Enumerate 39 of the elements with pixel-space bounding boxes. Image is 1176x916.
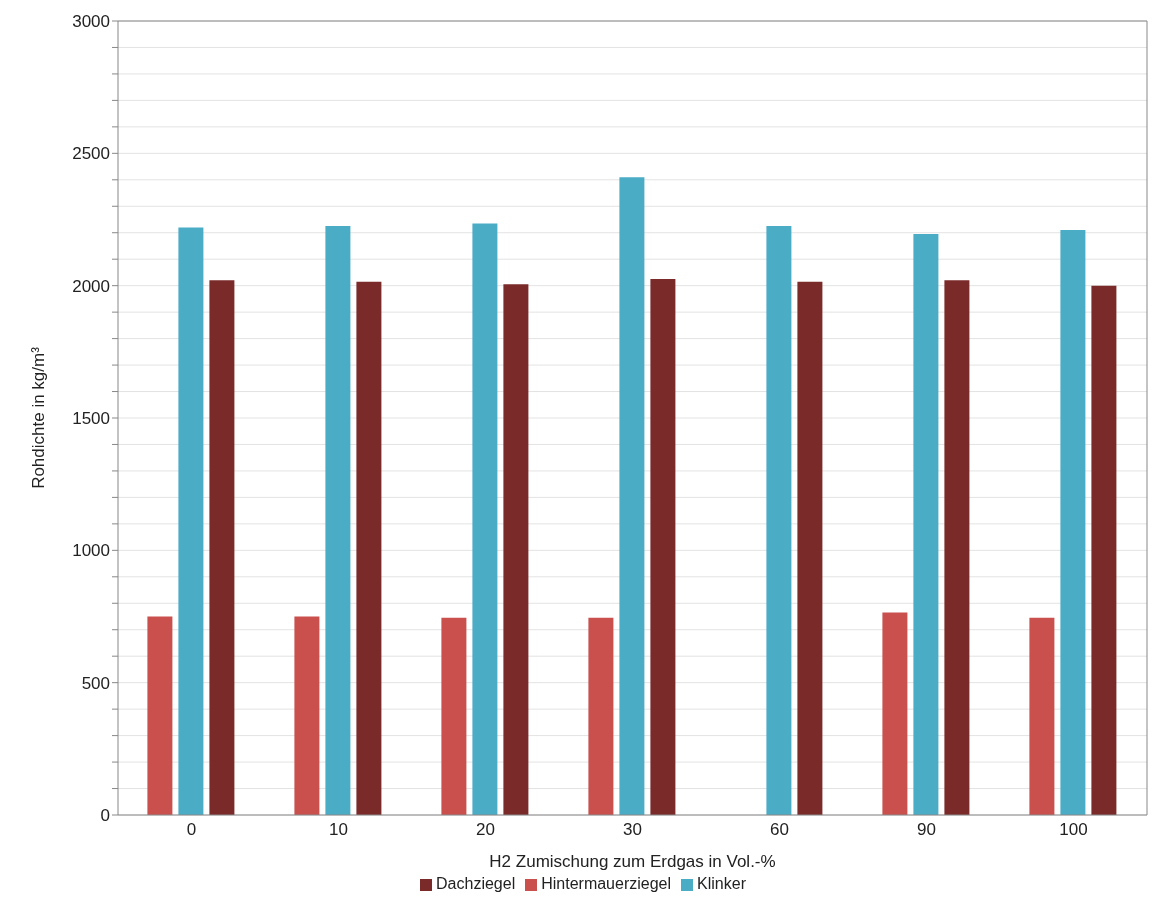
y-axis-title: Rohdichte in kg/m³ bbox=[29, 346, 49, 489]
bar bbox=[441, 617, 467, 815]
y-tick-label: 500 bbox=[81, 673, 110, 693]
x-tick-label: 0 bbox=[186, 820, 197, 840]
bar bbox=[294, 616, 320, 815]
bar bbox=[1029, 617, 1055, 815]
legend-label: Klinker bbox=[697, 875, 746, 892]
bar bbox=[1091, 285, 1117, 815]
bar bbox=[619, 177, 645, 815]
bar bbox=[944, 280, 970, 815]
x-tick-label: 20 bbox=[476, 820, 495, 840]
bar bbox=[650, 279, 676, 815]
y-tick-label: 1000 bbox=[72, 541, 110, 561]
bar bbox=[356, 281, 382, 815]
bar bbox=[178, 227, 204, 815]
bar bbox=[209, 280, 235, 815]
bar bbox=[882, 612, 908, 815]
bar bbox=[913, 234, 939, 815]
y-tick-label: 2000 bbox=[72, 276, 110, 296]
x-tick-label: 100 bbox=[1059, 820, 1088, 840]
x-tick-label: 90 bbox=[917, 820, 936, 840]
x-tick-label: 30 bbox=[623, 820, 642, 840]
y-tick-label: 3000 bbox=[72, 12, 110, 32]
legend-label: Hintermauerziegel bbox=[541, 875, 672, 892]
x-axis-title: H2 Zumischung zum Erdgas in Vol.-% bbox=[489, 852, 776, 871]
x-tick-label: 10 bbox=[329, 820, 348, 840]
bar bbox=[147, 616, 173, 815]
bar bbox=[588, 617, 614, 815]
x-tick-label: 60 bbox=[770, 820, 789, 840]
bar bbox=[325, 226, 351, 815]
bar bbox=[1060, 230, 1086, 815]
bar bbox=[472, 223, 498, 815]
y-tick-label: 1500 bbox=[72, 409, 110, 429]
bar bbox=[797, 281, 823, 815]
y-tick-label: 2500 bbox=[72, 144, 110, 164]
y-tick-label: 0 bbox=[100, 806, 110, 826]
bar bbox=[503, 284, 529, 815]
bar bbox=[766, 226, 792, 815]
legend-label: Dachziegel bbox=[436, 875, 516, 892]
